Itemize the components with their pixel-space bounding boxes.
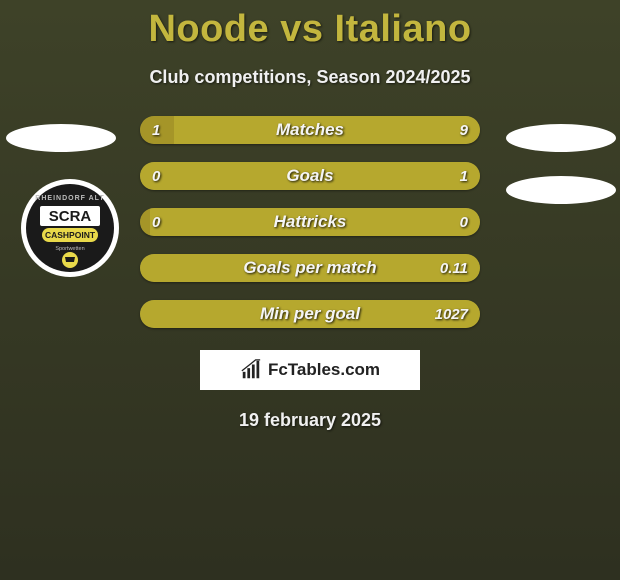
footer-date: 19 february 2025 <box>0 410 620 431</box>
stat-bar-hattricks: 0 Hattricks 0 <box>140 208 480 236</box>
stat-value-right: 9 <box>460 116 468 144</box>
stat-label: Min per goal <box>140 300 480 328</box>
player-right-ellipse-1 <box>506 124 616 152</box>
stat-bar-matches: 1 Matches 9 <box>140 116 480 144</box>
svg-text:Sportwetten: Sportwetten <box>55 246 84 252</box>
stat-label: Goals per match <box>140 254 480 282</box>
subtitle: Club competitions, Season 2024/2025 <box>0 67 620 88</box>
stat-bar-goals-per-match: Goals per match 0.11 <box>140 254 480 282</box>
logo-text-bottom: CASHPOINT <box>45 230 96 240</box>
stat-value-right: 0.11 <box>440 254 468 282</box>
player-right-ellipse-2 <box>506 176 616 204</box>
page-title: Noode vs Italiano <box>0 0 620 51</box>
stat-value-right: 1 <box>460 162 468 190</box>
stat-label: Goals <box>140 162 480 190</box>
svg-text:RHEINDORF ALT: RHEINDORF ALT <box>35 195 104 202</box>
stat-value-right: 1027 <box>435 300 468 328</box>
chart-icon <box>240 359 262 381</box>
logo-text-top: SCRA <box>49 208 92 225</box>
stat-bar-goals: 0 Goals 1 <box>140 162 480 190</box>
stat-value-right: 0 <box>460 208 468 236</box>
branding-box[interactable]: FcTables.com <box>200 350 420 390</box>
branding-text: FcTables.com <box>268 360 380 380</box>
club-logo-scra: RHEINDORF ALT SCRA CASHPOINT Sportwetten <box>20 178 120 278</box>
stat-bar-min-per-goal: Min per goal 1027 <box>140 300 480 328</box>
stat-label: Matches <box>140 116 480 144</box>
stats-bars: 1 Matches 9 0 Goals 1 0 Hattricks 0 Goal… <box>140 116 480 328</box>
stat-label: Hattricks <box>140 208 480 236</box>
player-left-ellipse <box>6 124 116 152</box>
